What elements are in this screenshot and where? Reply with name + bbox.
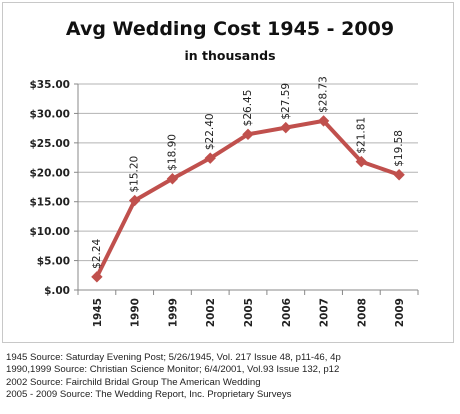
- y-tick-label: $.00: [44, 285, 70, 297]
- source-note: 1945 Source: Saturday Evening Post; 5/26…: [6, 352, 341, 363]
- data-point: [317, 115, 330, 127]
- data-label: $27.59: [280, 83, 292, 120]
- x-tick-label: 2002: [205, 298, 217, 327]
- line-chart: $.00 $5.00 $10.00 $15.00 $20.00 $25.00 $30.00 $…: [29, 76, 419, 327]
- data-point: [166, 173, 179, 185]
- x-tick-label: 2009: [394, 298, 406, 327]
- data-labels: $2.24 $15.20 $18.90 $22.40 $26.45 $27.59 $28.7…: [91, 76, 405, 269]
- data-label: $26.45: [242, 90, 254, 127]
- data-label: $2.24: [91, 238, 103, 268]
- data-point: [355, 155, 368, 168]
- data-label: $19.58: [393, 130, 405, 167]
- data-point: [393, 169, 405, 181]
- data-point: [204, 152, 216, 164]
- data-label: $28.73: [318, 76, 330, 113]
- data-label: $18.90: [166, 134, 178, 171]
- y-tick-label: $5.00: [37, 256, 70, 268]
- x-tick-label: 2008: [356, 298, 368, 327]
- y-tick-label: $15.00: [29, 197, 70, 209]
- y-tick-label: $35.00: [29, 79, 70, 91]
- y-tick-labels: $.00 $5.00 $10.00 $15.00 $20.00 $25.00 $30.00 $…: [29, 79, 70, 297]
- x-tick-labels: 1945 1990 1999 2002 2005 2006 2007 2008 2009: [92, 298, 406, 327]
- x-tick-label: 1990: [130, 298, 142, 327]
- source-note: 1990,1999 Source: Christian Science Moni…: [6, 364, 340, 376]
- axes: [74, 83, 419, 295]
- y-tick-label: $25.00: [29, 138, 70, 150]
- x-tick-label: 2007: [319, 298, 331, 327]
- series: [91, 115, 405, 283]
- y-tick-label: $30.00: [29, 108, 70, 120]
- source-note: 2005 - 2009 Source: The Wedding Report, …: [6, 389, 292, 401]
- x-tick-label: 1945: [92, 298, 104, 327]
- chart-title: Avg Wedding Cost 1945 - 2009: [65, 18, 395, 40]
- x-tick-label: 1999: [167, 298, 179, 327]
- series-line: [94, 118, 402, 279]
- source-notes: 1945 Source: Saturday Evening Post; 5/26…: [6, 352, 456, 402]
- data-label: $21.81: [355, 117, 367, 154]
- x-tick-label: 2005: [243, 298, 255, 327]
- source-note: 2002 Source: Fairchild Bridal Group The …: [6, 376, 261, 388]
- data-label: $22.40: [204, 113, 216, 150]
- data-point: [280, 121, 292, 134]
- data-label: $15.20: [129, 156, 141, 193]
- data-point: [128, 194, 141, 207]
- y-tick-label: $20.00: [29, 167, 70, 179]
- data-point: [242, 128, 254, 141]
- y-tick-label: $10.00: [29, 226, 70, 238]
- data-point: [91, 271, 103, 283]
- chart-subtitle: in thousands: [184, 48, 276, 63]
- x-tick-label: 2006: [281, 298, 293, 327]
